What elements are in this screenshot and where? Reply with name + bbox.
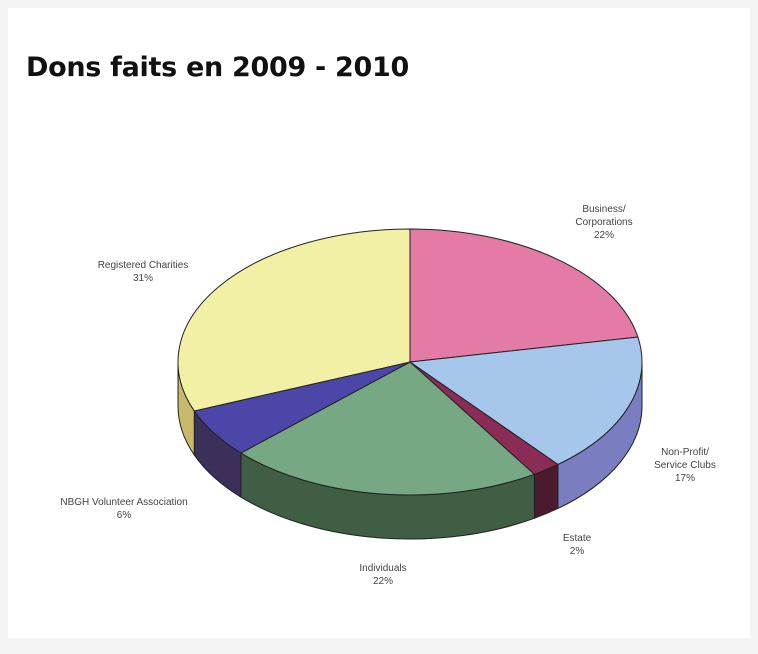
chart-title: Dons faits en 2009 - 2010 — [26, 52, 409, 83]
pie-slices — [177, 228, 643, 496]
pie-labels: Business/Corporations 22% Non-Profit/Servi… — [60, 204, 716, 587]
pie-label-non-profit-service-clubs: Non-Profit/Service Clubs 17% — [654, 447, 716, 484]
pie-label-nbgh-volunteer-association: NBGH Volunteer Association 6% — [60, 497, 187, 521]
pie-slice-business-corporations — [409, 228, 639, 363]
pie-label-individuals: Individuals 22% — [359, 563, 406, 587]
pie-label-estate: Estate 2% — [563, 533, 592, 557]
pie-label-registered-charities: Registered Charities 31% — [98, 260, 189, 284]
pie-slice-registered-charities — [177, 228, 411, 412]
pie-slice-non-profit-service-clubs — [408, 336, 643, 466]
pie-label-business-corporations: Business/Corporations 22% — [575, 204, 632, 241]
pie-slice-individuals — [239, 361, 536, 496]
